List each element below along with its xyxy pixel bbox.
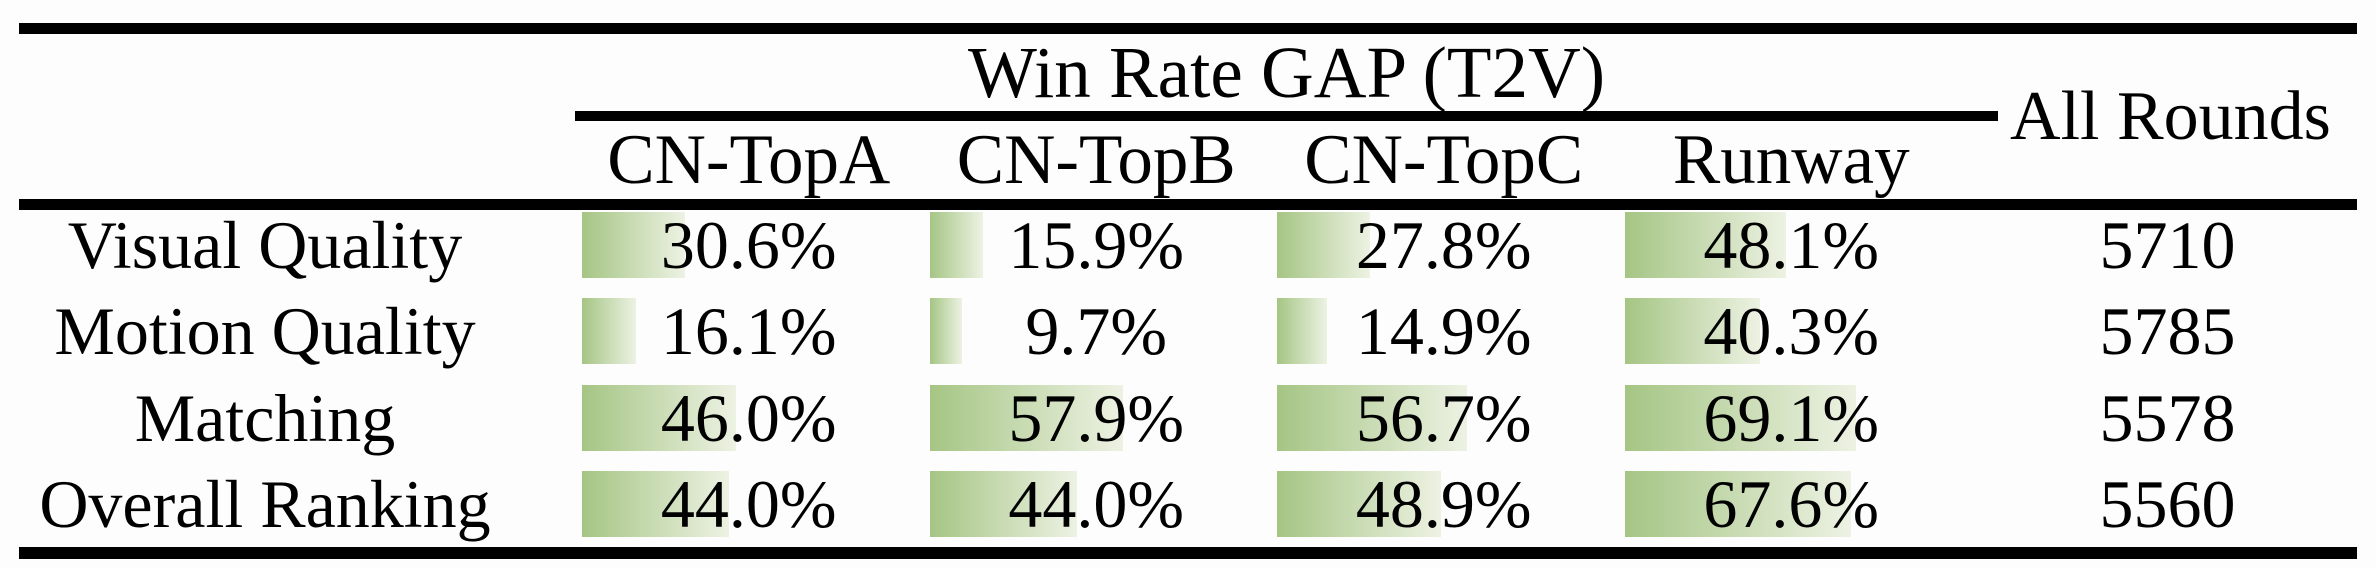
table-group-title: Win Rate GAP (T2V) bbox=[967, 32, 1606, 113]
win-rate-cell: 57.9% bbox=[923, 375, 1271, 461]
win-rate-cell: 30.6% bbox=[575, 202, 923, 288]
column-header-cn-topa: CN-TopA bbox=[607, 120, 891, 199]
column-header-cn-topb: CN-TopB bbox=[956, 120, 1236, 199]
win-rate-bar bbox=[1277, 384, 1467, 451]
win-rate-bar bbox=[929, 384, 1124, 451]
win-rate-value: 9.7% bbox=[1025, 293, 1168, 370]
win-rate-cell: 56.7% bbox=[1270, 375, 1618, 461]
table-body: Visual Quality 30.6% 15.9% 27.8% 48.1% 5… bbox=[0, 202, 2376, 547]
win-rate-bar bbox=[1277, 470, 1441, 537]
bottom-border-rule bbox=[19, 547, 2357, 559]
win-rate-cell: 14.9% bbox=[1270, 288, 1618, 374]
column-header-cn-topc: CN-TopC bbox=[1304, 120, 1584, 199]
win-rate-bar bbox=[1624, 384, 1856, 451]
all-rounds-value: 5710 bbox=[2099, 207, 2236, 284]
row-label: Matching bbox=[134, 379, 396, 456]
win-rate-bar bbox=[582, 384, 737, 451]
win-rate-bar bbox=[929, 470, 1077, 537]
win-rate-cell: 9.7% bbox=[923, 288, 1271, 374]
win-rate-bar bbox=[1624, 470, 1851, 537]
win-rate-value: 69.1% bbox=[1703, 379, 1880, 456]
column-header-row: CN-TopA CN-TopB CN-TopC Runway bbox=[0, 121, 2376, 199]
win-rate-value: 30.6% bbox=[660, 207, 837, 284]
win-rate-value: 40.3% bbox=[1703, 293, 1880, 370]
win-rate-cell: 16.1% bbox=[575, 288, 923, 374]
win-rate-value: 15.9% bbox=[1008, 207, 1185, 284]
win-rate-value: 48.1% bbox=[1703, 207, 1880, 284]
win-rate-value: 67.6% bbox=[1703, 465, 1880, 542]
row-label: Visual Quality bbox=[67, 207, 463, 284]
win-rate-value: 48.9% bbox=[1355, 465, 1532, 542]
column-header-runway: Runway bbox=[1672, 120, 1910, 199]
win-rate-value: 44.0% bbox=[660, 465, 837, 542]
win-rate-value: 56.7% bbox=[1355, 379, 1532, 456]
table-row: Visual Quality 30.6% 15.9% 27.8% 48.1% 5… bbox=[0, 202, 2376, 288]
win-rate-value: 46.0% bbox=[660, 379, 837, 456]
win-rate-cell: 44.0% bbox=[923, 461, 1271, 547]
win-rate-value: 14.9% bbox=[1355, 293, 1532, 370]
header-bottom-rule bbox=[19, 199, 2357, 210]
win-rate-cell: 44.0% bbox=[575, 461, 923, 547]
top-border-rule bbox=[19, 23, 2357, 34]
win-rate-cell: 69.1% bbox=[1618, 375, 1966, 461]
win-rate-cell: 40.3% bbox=[1618, 288, 1966, 374]
all-rounds-value: 5785 bbox=[2099, 293, 2236, 370]
win-rate-cell: 15.9% bbox=[923, 202, 1271, 288]
group-title-underline-rule bbox=[575, 111, 1998, 121]
win-rate-cell: 48.9% bbox=[1270, 461, 1618, 547]
all-rounds-value: 5578 bbox=[2099, 379, 2236, 456]
win-rate-cell: 48.1% bbox=[1618, 202, 1966, 288]
win-rate-cell: 46.0% bbox=[575, 375, 923, 461]
win-rate-bar bbox=[1624, 298, 1760, 365]
win-rate-bar bbox=[929, 298, 962, 365]
win-rate-cell: 27.8% bbox=[1270, 202, 1618, 288]
row-label: Overall Ranking bbox=[39, 465, 491, 542]
column-header-all-rounds: All Rounds bbox=[2010, 77, 2331, 155]
win-rate-bar bbox=[582, 212, 685, 279]
win-rate-value: 44.0% bbox=[1008, 465, 1185, 542]
table-row: Matching 46.0% 57.9% 56.7% 69.1% 5578 bbox=[0, 375, 2376, 461]
win-rate-bar bbox=[929, 212, 983, 279]
all-rounds-value: 5560 bbox=[2099, 465, 2236, 542]
win-rate-value: 16.1% bbox=[660, 293, 837, 370]
win-rate-value: 57.9% bbox=[1008, 379, 1185, 456]
win-rate-bar bbox=[582, 470, 730, 537]
win-rate-value: 27.8% bbox=[1355, 207, 1532, 284]
win-rate-bar bbox=[1277, 212, 1371, 279]
row-label: Motion Quality bbox=[54, 293, 476, 370]
win-rate-cell: 67.6% bbox=[1618, 461, 1966, 547]
table-row: Overall Ranking 44.0% 44.0% 48.9% 67.6% … bbox=[0, 461, 2376, 547]
win-rate-bar bbox=[582, 298, 636, 365]
win-rate-bar bbox=[1624, 212, 1786, 279]
table-row: Motion Quality 16.1% 9.7% 14.9% 40.3% 57… bbox=[0, 288, 2376, 374]
win-rate-bar bbox=[1277, 298, 1327, 365]
